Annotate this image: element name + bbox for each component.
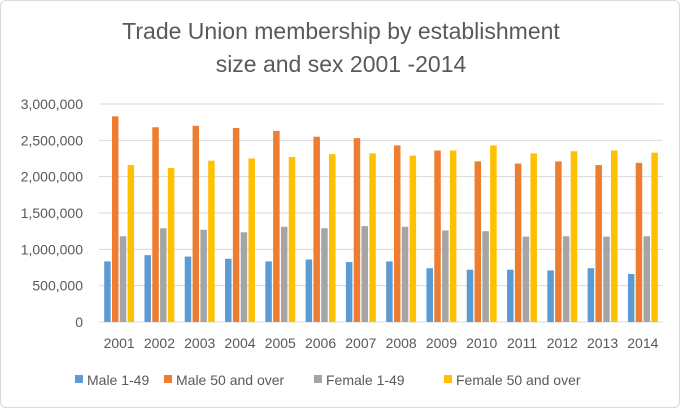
bar — [555, 161, 562, 322]
x-tick-label: 2009 — [426, 335, 457, 351]
bar — [288, 157, 296, 322]
bar — [160, 228, 167, 322]
legend-swatch — [314, 375, 322, 383]
legend-swatch — [164, 375, 172, 383]
bar — [192, 125, 200, 322]
bar — [144, 255, 151, 322]
bar — [361, 226, 369, 322]
bar — [345, 262, 353, 322]
x-tick-label: 2004 — [224, 335, 255, 351]
bar — [184, 256, 192, 322]
bar — [393, 145, 401, 322]
bar — [562, 236, 570, 322]
x-tick-label: 2013 — [587, 335, 618, 351]
bar — [409, 155, 417, 322]
bar — [635, 162, 643, 322]
bar — [603, 236, 610, 322]
bar — [514, 163, 522, 322]
y-tick-label: 0 — [75, 314, 83, 330]
legend-swatch — [75, 375, 83, 383]
bar — [152, 127, 159, 323]
bar — [280, 226, 288, 322]
bar — [225, 258, 232, 322]
y-tick-label: 3,000,000 — [21, 96, 83, 112]
y-tick-label: 2,500,000 — [21, 132, 83, 148]
x-tick-label: 2011 — [507, 335, 537, 351]
bar — [104, 261, 111, 322]
bar — [248, 158, 255, 322]
bar — [401, 226, 409, 322]
bar — [507, 269, 514, 322]
bar — [426, 268, 433, 322]
bar — [119, 236, 127, 322]
y-tick-label: 2,000,000 — [21, 169, 83, 185]
bar — [651, 152, 658, 322]
legend-label: Male 50 and over — [176, 372, 285, 388]
y-tick-label: 500,000 — [32, 278, 83, 294]
bar — [587, 268, 595, 322]
bar — [434, 150, 441, 322]
bar — [530, 153, 537, 322]
bar — [442, 230, 449, 322]
bar — [369, 153, 376, 322]
y-tick-label: 1,000,000 — [21, 241, 83, 257]
legend-label: Female 1-49 — [326, 372, 405, 388]
bar — [232, 127, 240, 322]
chart-title: Trade Union membership by establishment … — [1, 15, 679, 81]
x-tick-label: 2003 — [184, 335, 215, 351]
bar — [522, 236, 530, 322]
x-tick-label: 2005 — [265, 335, 296, 351]
bar — [273, 130, 280, 322]
x-tick-label: 2007 — [345, 335, 376, 351]
bar — [240, 232, 248, 322]
legend-swatch — [444, 375, 452, 383]
bar — [111, 116, 119, 322]
x-tick-label: 2010 — [466, 335, 497, 351]
bar — [313, 136, 320, 322]
bar — [611, 150, 618, 322]
bar — [466, 269, 474, 322]
bar — [449, 150, 457, 322]
bar — [127, 165, 135, 322]
bar — [200, 229, 207, 322]
x-tick-label: 2006 — [305, 335, 336, 351]
bar — [474, 161, 482, 322]
bar — [595, 165, 602, 322]
x-tick-label: 2014 — [627, 335, 658, 351]
x-tick-label: 2001 — [104, 335, 135, 351]
bar — [353, 138, 361, 322]
x-tick-label: 2002 — [144, 335, 175, 351]
x-tick-label: 2008 — [386, 335, 417, 351]
bar — [321, 228, 328, 322]
y-tick-label: 1,500,000 — [21, 205, 83, 221]
bar — [167, 167, 175, 322]
bar — [490, 145, 497, 322]
legend-label: Male 1-49 — [87, 372, 149, 388]
bar — [329, 154, 336, 322]
bar — [305, 259, 313, 322]
x-tick-label: 2012 — [547, 335, 578, 351]
bar — [627, 274, 635, 322]
bar — [547, 270, 554, 322]
legend-label: Female 50 and over — [456, 372, 581, 388]
bar — [570, 151, 578, 322]
chart-title-line-1: Trade Union membership by establishment — [122, 18, 560, 44]
bar — [208, 160, 215, 322]
bar — [386, 261, 393, 322]
bar — [265, 261, 272, 322]
bar — [643, 236, 651, 322]
chart-title-line-2: size and sex 2001 -2014 — [215, 51, 467, 77]
bar — [482, 231, 489, 322]
